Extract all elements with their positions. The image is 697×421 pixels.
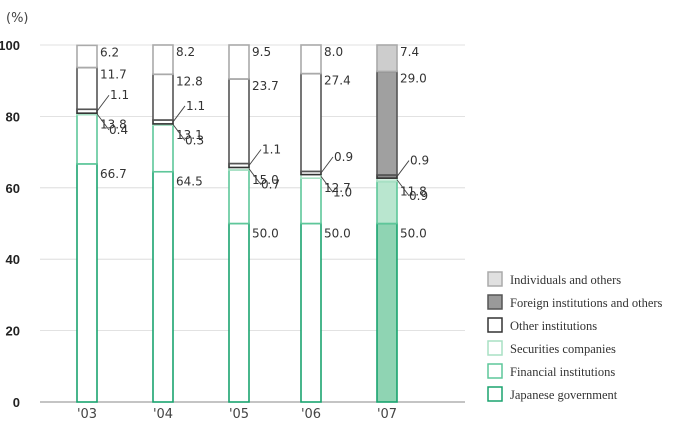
- legend-swatch-2: [487, 340, 503, 356]
- label-1-0: 64.5: [176, 175, 203, 189]
- label-4-3: 0.9: [410, 154, 429, 168]
- label-0-4: 11.7: [100, 67, 127, 81]
- legend-swatch-0: [487, 386, 503, 402]
- label-3-1: 12.7: [324, 181, 351, 195]
- bar-1-segment-1: [152, 124, 174, 173]
- label-2-0: 50.0: [252, 227, 279, 241]
- bar-0-segment-5: [76, 44, 98, 69]
- label-4-0: 50.0: [400, 227, 427, 241]
- label-1-2: 0.3: [185, 133, 204, 147]
- bar-2-segment-5: [228, 44, 250, 80]
- legend-label-5: Individuals and others: [510, 273, 621, 287]
- legend-swatch-4: [487, 294, 503, 310]
- legend-label-4: Foreign institutions and others: [510, 296, 663, 310]
- y-tick-40: 40: [6, 252, 20, 267]
- label-3-4: 27.4: [324, 74, 351, 88]
- label-3-2: 1.0: [333, 185, 352, 199]
- label-4-2: 0.9: [409, 189, 428, 203]
- bar-2-segment-1: [228, 169, 250, 225]
- legend-swatch-5: [487, 271, 503, 287]
- label-3-0: 50.0: [324, 227, 351, 241]
- legend-label-1: Financial institutions: [510, 365, 615, 379]
- y-tick-80: 80: [6, 109, 20, 124]
- y-tick-labels: 0 20 40 60 80 100: [0, 38, 20, 410]
- y-tick-100: 100: [0, 38, 20, 53]
- label-2-2: 0.7: [261, 178, 280, 192]
- leader-3-3: [320, 156, 334, 174]
- label-4-5: 7.4: [400, 45, 419, 59]
- label-0-5: 6.2: [100, 45, 119, 59]
- label-1-1: 13.1: [176, 128, 203, 142]
- y-tick-20: 20: [6, 324, 20, 339]
- bars: [76, 44, 398, 403]
- y-axis-unit-label: (%): [6, 11, 29, 26]
- label-1-3: 1.1: [186, 99, 205, 113]
- bar-1-segment-5: [152, 44, 174, 76]
- x-tick-1: '04: [153, 407, 173, 421]
- bar-0-segment-1: [76, 113, 98, 165]
- label-1-5: 8.2: [176, 45, 195, 59]
- label-2-1: 15.0: [252, 173, 279, 187]
- y-tick-0: 0: [13, 395, 20, 410]
- leader-4-2: [396, 179, 410, 197]
- bar-4-segment-4: [376, 70, 398, 176]
- label-3-3: 0.9: [334, 150, 353, 164]
- label-0-3: 1.1: [110, 88, 129, 102]
- leader-0-3: [96, 94, 110, 112]
- label-0-1: 13.8: [100, 118, 127, 132]
- label-2-4: 23.7: [252, 79, 279, 93]
- bar-1-segment-4: [152, 73, 174, 121]
- label-0-2: 0.4: [109, 123, 128, 137]
- leader-4-3: [396, 160, 410, 177]
- leader-2-2: [248, 168, 262, 185]
- legend-swatch-3: [487, 317, 503, 333]
- x-tick-2: '05: [229, 407, 249, 421]
- legend-label-0: Japanese government: [510, 388, 618, 402]
- legend: Individuals and others Foreign institutio…: [487, 271, 663, 402]
- gridlines: [40, 44, 465, 403]
- leader-1-2: [172, 124, 186, 141]
- bar-4-segment-0: [376, 222, 398, 403]
- bar-0-segment-0: [76, 163, 98, 403]
- leader-3-2: [320, 176, 334, 193]
- label-2-5: 9.5: [252, 45, 271, 59]
- x-tick-3: '06: [301, 407, 321, 421]
- y-tick-60: 60: [6, 181, 20, 196]
- leader-1-3: [172, 105, 186, 123]
- bar-3-segment-4: [300, 72, 322, 173]
- label-4-1: 11.8: [400, 184, 427, 198]
- bar-3-segment-0: [300, 222, 322, 403]
- label-3-5: 8.0: [324, 45, 343, 59]
- leader-0-2: [96, 113, 110, 131]
- bar-4-segment-5: [376, 44, 398, 73]
- legend-swatch-1: [487, 363, 503, 379]
- bar-3-segment-5: [300, 44, 322, 75]
- label-4-4: 29.0: [400, 71, 427, 85]
- label-1-4: 12.8: [176, 74, 203, 88]
- label-0-0: 66.7: [100, 167, 127, 181]
- x-tick-labels: '03 '04 '05 '06 '07: [77, 407, 397, 421]
- bar-0-segment-4: [76, 66, 98, 111]
- bar-3-segment-1: [300, 177, 322, 225]
- data-labels: 66.7 13.8 11.7 6.2 0.4 1.1 64.5 13.1 12.8 8.2 0.3 1…: [96, 45, 429, 241]
- x-tick-4: '07: [377, 407, 397, 421]
- leader-2-3: [248, 149, 262, 166]
- bar-2-segment-0: [228, 222, 250, 403]
- x-tick-0: '03: [77, 407, 97, 421]
- legend-label-3: Other institutions: [510, 319, 597, 333]
- label-2-3: 1.1: [262, 142, 281, 156]
- bar-1-segment-0: [152, 170, 174, 403]
- legend-label-2: Securities companies: [510, 342, 616, 356]
- bar-2-segment-4: [228, 78, 250, 165]
- bar-4-segment-1: [376, 180, 398, 225]
